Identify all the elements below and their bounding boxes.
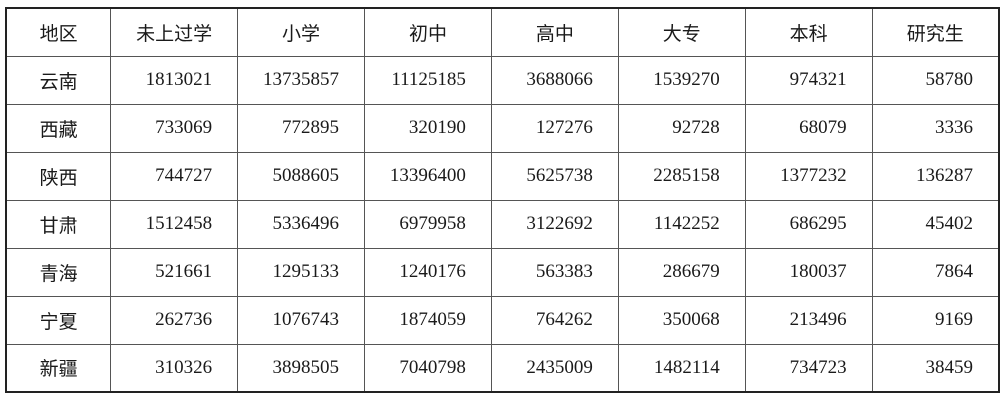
value-cell: 9169 [871,295,1000,345]
region-cell: 甘肃 [5,199,112,249]
region-cell: 青海 [5,247,112,297]
value-cell: 38459 [871,343,1000,393]
value-cell: 744727 [110,151,239,201]
value-cell: 45402 [871,199,1000,249]
header-college: 大专 [617,7,746,57]
value-cell: 6979958 [364,199,492,249]
header-bachelor: 本科 [744,7,873,57]
region-cell: 新疆 [5,343,112,393]
header-primary: 小学 [237,7,366,57]
value-cell: 3122692 [490,199,619,249]
region-cell: 宁夏 [5,295,112,345]
education-table: 地区 未上过学 小学 初中 高中 大专 本科 研究生 云南 1813021 1373… [5,7,1000,393]
value-cell: 1512458 [110,199,239,249]
value-cell: 5088605 [237,151,366,201]
value-cell: 733069 [110,103,239,153]
value-cell: 5625738 [490,151,619,201]
value-cell: 1377232 [744,151,873,201]
value-cell: 2435009 [490,343,619,393]
header-row: 地区 未上过学 小学 初中 高中 大专 本科 研究生 [5,7,1000,57]
value-cell: 11125185 [364,55,492,105]
value-cell: 1142252 [617,199,746,249]
table-row: 云南 1813021 13735857 11125185 3688066 1539270 9… [5,55,1000,105]
value-cell: 310326 [110,343,239,393]
region-cell: 陕西 [5,151,112,201]
value-cell: 7040798 [364,343,492,393]
value-cell: 1240176 [364,247,492,297]
header-junior-high: 初中 [364,7,492,57]
value-cell: 5336496 [237,199,366,249]
table-row: 宁夏 262736 1076743 1874059 764262 350068 213496… [5,295,1000,345]
header-no-schooling: 未上过学 [110,7,239,57]
value-cell: 686295 [744,199,873,249]
value-cell: 127276 [490,103,619,153]
value-cell: 2285158 [617,151,746,201]
value-cell: 286679 [617,247,746,297]
value-cell: 563383 [490,247,619,297]
table-row: 青海 521661 1295133 1240176 563383 286679 180037… [5,247,1000,297]
region-cell: 云南 [5,55,112,105]
value-cell: 68079 [744,103,873,153]
value-cell: 350068 [617,295,746,345]
value-cell: 764262 [490,295,619,345]
table-row: 甘肃 1512458 5336496 6979958 3122692 1142252 686… [5,199,1000,249]
value-cell: 772895 [237,103,366,153]
value-cell: 1539270 [617,55,746,105]
value-cell: 180037 [744,247,873,297]
value-cell: 3688066 [490,55,619,105]
value-cell: 262736 [110,295,239,345]
value-cell: 213496 [744,295,873,345]
table-row: 新疆 310326 3898505 7040798 2435009 1482114 7347… [5,343,1000,393]
header-senior-high: 高中 [490,7,619,57]
header-graduate: 研究生 [871,7,1000,57]
value-cell: 1295133 [237,247,366,297]
value-cell: 136287 [871,151,1000,201]
value-cell: 92728 [617,103,746,153]
value-cell: 1813021 [110,55,239,105]
value-cell: 320190 [364,103,492,153]
value-cell: 3336 [871,103,1000,153]
region-cell: 西藏 [5,103,112,153]
value-cell: 521661 [110,247,239,297]
value-cell: 734723 [744,343,873,393]
table-row: 西藏 733069 772895 320190 127276 92728 68079 3336 [5,103,1000,153]
value-cell: 13735857 [237,55,366,105]
value-cell: 3898505 [237,343,366,393]
value-cell: 7864 [871,247,1000,297]
value-cell: 974321 [744,55,873,105]
table-row: 陕西 744727 5088605 13396400 5625738 2285158 137… [5,151,1000,201]
value-cell: 1076743 [237,295,366,345]
value-cell: 1874059 [364,295,492,345]
value-cell: 1482114 [617,343,746,393]
header-region: 地区 [5,7,112,57]
value-cell: 58780 [871,55,1000,105]
value-cell: 13396400 [364,151,492,201]
